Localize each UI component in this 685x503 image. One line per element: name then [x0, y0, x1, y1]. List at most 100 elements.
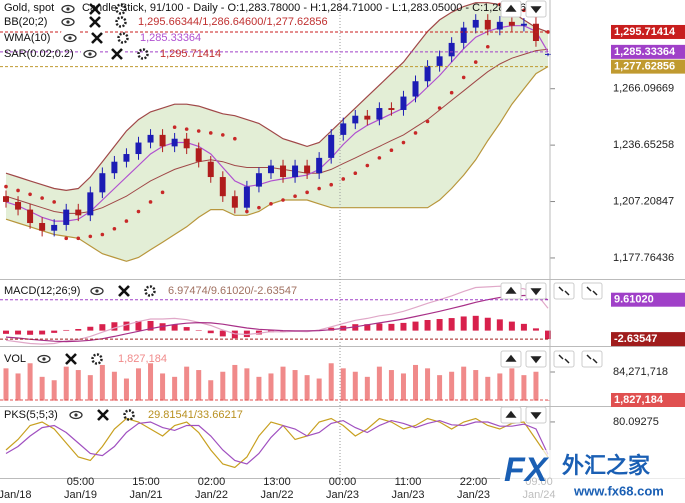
remove-button[interactable] [87, 15, 103, 29]
eye-icon [61, 4, 75, 14]
gear-icon [115, 3, 127, 15]
eye-icon [61, 17, 75, 27]
macd-histogram-bar [364, 324, 371, 331]
candle-body [508, 21, 515, 26]
sar-dot [208, 131, 213, 135]
panel-button[interactable] [581, 282, 603, 300]
watermark-bg [500, 450, 685, 503]
candle-body [75, 209, 82, 216]
macd-histogram-bar [111, 322, 118, 331]
volume-bar [75, 370, 81, 401]
settings-button[interactable] [115, 3, 127, 15]
volume-bar [3, 368, 9, 401]
price-tag [611, 59, 685, 74]
candle-body [472, 19, 479, 28]
button-box [553, 350, 575, 368]
x-icon [97, 409, 109, 421]
eye-button[interactable] [59, 15, 77, 29]
eye-pupil [66, 7, 70, 11]
price-tag [611, 332, 685, 347]
plots: 1,266.09669 1,236.65258 1,207.20847 1,177.7… [0, 2, 674, 469]
remove-button[interactable] [95, 408, 111, 422]
oscillator-line [5, 419, 549, 465]
header-text: Gold, spot [4, 2, 54, 14]
panel-button[interactable] [500, 406, 522, 424]
x-date-label: Jan/22 [260, 489, 293, 501]
sar-dot [148, 200, 153, 204]
panel-button[interactable] [525, 406, 547, 424]
panel-button[interactable] [525, 282, 547, 300]
macd-histogram-bar [87, 326, 94, 331]
remove-button[interactable] [89, 31, 105, 45]
x-time-label: 05:00 [67, 476, 95, 488]
volume-bar [244, 368, 250, 401]
eye-button[interactable] [61, 31, 79, 45]
eye-button[interactable] [88, 284, 106, 298]
price-tag-label: 1,295.71414 [614, 26, 676, 38]
candle-body [255, 173, 262, 187]
macd-histogram-bar [508, 321, 515, 331]
sar-dot [269, 202, 273, 206]
panel-button[interactable] [581, 350, 603, 368]
remove-button[interactable] [109, 47, 125, 61]
candle-body [316, 157, 323, 174]
sar-dot [160, 190, 165, 195]
sar-dot [485, 44, 490, 49]
eye-button[interactable] [59, 2, 77, 16]
panel-button[interactable] [500, 0, 522, 18]
sar-dot [425, 119, 430, 124]
volume-bar [388, 370, 394, 401]
macd-histogram-bar [460, 316, 467, 331]
sar-dot [293, 194, 297, 198]
button-box [581, 282, 603, 300]
candle-body [376, 108, 383, 120]
sar-dot [88, 234, 93, 239]
settings-button[interactable] [91, 353, 103, 365]
macd-histogram-bar [388, 323, 395, 331]
panel-button[interactable] [500, 282, 522, 300]
candle-body [412, 81, 419, 97]
panel-button[interactable] [525, 350, 547, 368]
eye-button[interactable] [35, 352, 53, 366]
sar-dot [389, 148, 394, 153]
settings-button[interactable] [137, 48, 149, 60]
panel-button[interactable] [525, 0, 547, 18]
eye-button[interactable] [67, 408, 85, 422]
remove-button[interactable] [116, 284, 132, 298]
volume-bar [184, 366, 190, 401]
remove-button[interactable] [87, 2, 103, 16]
price-tag [611, 392, 685, 407]
remove-button[interactable] [63, 352, 79, 366]
header-text: VOL [4, 353, 26, 365]
volume-bar [268, 373, 274, 401]
header-text: 1,827,184 [118, 353, 167, 365]
watermark-name: 外汇之家 [562, 453, 651, 478]
sar-dot [76, 236, 81, 241]
header-text: PKS(5;5;3) [4, 409, 58, 421]
sar-dot [473, 60, 478, 64]
sar-dot [449, 90, 454, 95]
volume-bar [51, 380, 57, 401]
volume-bar [292, 370, 298, 401]
settings-button[interactable] [144, 285, 156, 297]
band-lower [5, 66, 549, 262]
settings-button[interactable] [115, 16, 127, 28]
sar-dot [341, 177, 346, 181]
eye-button[interactable] [81, 47, 99, 61]
macd-histogram-bar [255, 330, 262, 335]
panel-button[interactable] [553, 350, 575, 368]
panel-button[interactable] [500, 350, 522, 368]
sar-dot [112, 226, 117, 231]
y-tick-label: 84,271,718 [613, 366, 668, 378]
panel-button[interactable] [553, 282, 575, 300]
gear-icon [117, 32, 129, 44]
candle-body [304, 165, 311, 174]
volume-bar [196, 370, 202, 401]
candle-body [545, 53, 551, 55]
volume-bar [485, 376, 491, 401]
candle-body [99, 173, 106, 193]
x-icon [89, 3, 101, 15]
settings-button[interactable] [117, 32, 129, 44]
settings-button[interactable] [123, 409, 135, 421]
volume-bar [280, 366, 286, 401]
